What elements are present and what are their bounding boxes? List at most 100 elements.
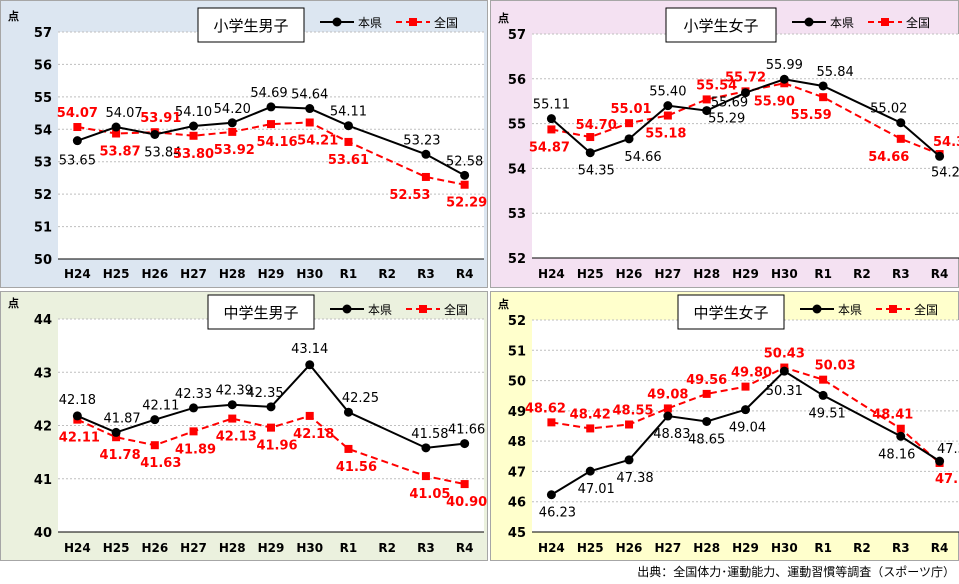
data-label-prefecture: 54.20	[214, 102, 251, 117]
data-point-prefecture	[421, 149, 431, 159]
y-tick-label: 56	[34, 58, 52, 73]
data-point-prefecture	[227, 400, 237, 410]
x-tick-label: R3	[892, 541, 910, 555]
chart-title-box	[677, 294, 785, 330]
data-point-prefecture	[779, 366, 789, 376]
data-label-prefecture: 55.02	[870, 102, 907, 117]
data-point-national	[625, 420, 634, 429]
data-label-national: 52.29	[446, 196, 487, 211]
x-tick-label: H27	[180, 541, 207, 555]
x-tick-label: H27	[654, 267, 681, 281]
chart-svg: 40 41 42 43 44 点 H24 H25 H26 H27 H28 H29 H30 R1 R2 R3 R4…	[0, 291, 488, 561]
data-point-prefecture	[266, 102, 276, 112]
data-point-prefecture	[266, 402, 276, 412]
data-point-prefecture	[421, 443, 431, 453]
chart-svg: 52 53 54 55 56 57 点 H24 H25 H26 H27 H28 H29 H30 R1 R2 R3…	[490, 0, 959, 288]
data-label-prefecture: 53.23	[403, 133, 440, 148]
data-point-national	[305, 118, 314, 127]
data-point-national	[73, 123, 82, 132]
data-label-prefecture: 48.65	[688, 432, 725, 447]
data-label-prefecture: 42.33	[175, 387, 212, 402]
legend-label-prefecture: 本県	[358, 16, 382, 30]
data-point-national	[112, 129, 121, 138]
data-label-national: 48.41	[872, 408, 913, 423]
y-tick-label: 54	[508, 162, 526, 177]
data-label-prefecture: 54.27	[931, 165, 959, 180]
x-tick-label: H25	[103, 267, 130, 281]
data-point-national	[267, 423, 275, 432]
data-point-prefecture	[585, 148, 595, 158]
x-tick-label: R4	[456, 541, 474, 555]
data-point-national	[267, 120, 275, 129]
data-label-national: 48.42	[570, 407, 611, 422]
x-tick-label: H28	[219, 267, 246, 281]
data-label-national: 42.13	[216, 430, 257, 445]
data-point-national	[896, 424, 905, 433]
data-point-prefecture	[460, 439, 470, 449]
data-point-prefecture	[305, 104, 315, 114]
data-point-national	[819, 375, 828, 384]
x-tick-label: R2	[378, 541, 396, 555]
chart-title: 中学生女子	[693, 304, 768, 322]
series-line-prefecture	[77, 105, 466, 177]
x-tick-label: R2	[378, 267, 396, 281]
series-line-prefecture	[550, 78, 941, 158]
x-tick-label: R1	[340, 267, 358, 281]
x-tick-label: H26	[141, 541, 168, 555]
data-point-national	[421, 172, 430, 181]
data-label-national: 48.55	[612, 403, 653, 418]
data-label-prefecture: 54.69	[250, 86, 287, 101]
data-point-national	[421, 472, 430, 481]
legend-marker-prefecture	[804, 17, 814, 27]
data-label-prefecture: 53.84	[144, 145, 181, 160]
data-label-national: 54.70	[576, 118, 617, 133]
data-label-prefecture: 55.69	[711, 96, 748, 111]
legend-label-national: 全国	[906, 15, 930, 30]
data-label-national: 54.66	[868, 150, 909, 165]
data-label-national: 49.80	[731, 366, 772, 381]
data-label-prefecture: 54.07	[105, 106, 142, 121]
data-point-prefecture	[189, 121, 199, 131]
data-label-prefecture: 42.11	[142, 399, 179, 414]
data-label-prefecture: 47.34	[937, 442, 959, 457]
data-point-prefecture	[663, 101, 673, 111]
data-point-national	[702, 95, 711, 104]
data-point-national	[547, 125, 556, 134]
data-point-prefecture	[150, 415, 160, 425]
data-label-national: 41.78	[100, 448, 141, 463]
data-label-prefecture: 54.35	[578, 164, 615, 179]
y-tick-label: 44	[34, 313, 52, 328]
data-label-prefecture: 54.64	[291, 88, 328, 103]
data-point-prefecture	[343, 407, 353, 417]
series-line-national	[76, 414, 465, 486]
data-point-prefecture	[72, 411, 82, 421]
data-point-prefecture	[227, 118, 237, 128]
x-tick-label: R2	[853, 267, 871, 281]
data-point-prefecture	[896, 431, 906, 441]
y-tick-label: 42	[34, 420, 52, 435]
chart-title-box	[197, 7, 305, 43]
data-label-national: 54.21	[297, 133, 338, 148]
x-tick-label: H27	[180, 267, 207, 281]
data-point-prefecture	[305, 360, 315, 370]
data-label-prefecture: 42.18	[59, 393, 96, 408]
y-tick-label: 53	[34, 156, 52, 171]
x-tick-label: H30	[771, 267, 798, 281]
data-label-prefecture: 48.83	[653, 427, 690, 442]
y-tick-label: 55	[34, 91, 52, 106]
x-tick-label: H28	[219, 541, 246, 555]
chart-svg: 45 46 47 48 49 50 51 52 点 H24 H25 H26 H27 H28 H29 H30 R1…	[490, 291, 959, 561]
y-tick-label: 51	[508, 344, 526, 359]
data-point-prefecture	[663, 411, 673, 421]
data-label-prefecture: 47.38	[616, 471, 653, 486]
y-tick-label: 56	[508, 73, 526, 88]
x-tick-label: H28	[693, 267, 720, 281]
y-tick-label: 52	[508, 314, 526, 329]
data-label-national: 54.32	[933, 135, 959, 150]
y-axis-label: 点	[8, 296, 19, 310]
plot-area	[58, 32, 484, 259]
legend-marker-national	[409, 18, 417, 26]
data-point-prefecture	[702, 416, 712, 426]
x-tick-label: R4	[456, 267, 474, 281]
x-tick-label: H29	[732, 541, 759, 555]
